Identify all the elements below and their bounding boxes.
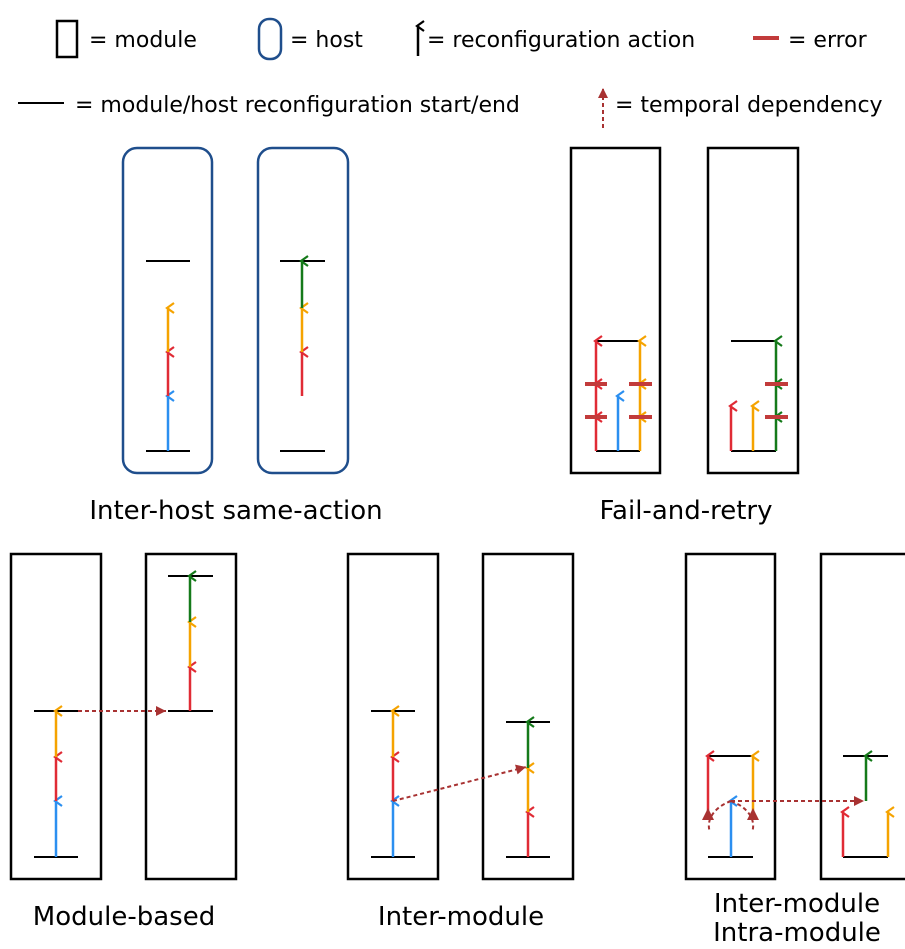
module-box xyxy=(9,552,103,881)
module-box xyxy=(684,552,777,881)
module-box xyxy=(569,146,662,475)
legend-host-label: = host xyxy=(290,28,363,53)
module-box xyxy=(144,552,238,881)
inter-intra-title-line1: Inter-module xyxy=(714,889,880,919)
legend-action-label: = reconfiguration action xyxy=(427,28,695,53)
dependency-arrowhead xyxy=(747,808,759,820)
host-box xyxy=(256,146,350,475)
module-based-title: Module-based xyxy=(33,902,215,932)
module-box xyxy=(346,552,440,881)
fail-retry-title: Fail-and-retry xyxy=(599,496,772,526)
module-legend-icon xyxy=(55,19,79,59)
temporal-dependency-arrow xyxy=(392,764,527,802)
legend: = module = host = reconfiguration action… xyxy=(18,17,883,128)
host-box xyxy=(121,146,214,475)
module-box xyxy=(819,552,905,881)
module-box xyxy=(481,552,575,881)
inter-host-panel: Inter-host same-action xyxy=(89,146,383,526)
intra-dependency-curve xyxy=(707,800,732,833)
inter-module-panel: Inter-module xyxy=(346,552,575,932)
inter-module-title: Inter-module xyxy=(378,902,544,932)
inter-intra-panel: Inter-module Intra-module xyxy=(684,552,905,948)
module-based-panel: Module-based xyxy=(9,552,238,932)
legend-dependency-label: = temporal dependency xyxy=(615,93,883,118)
legend-error-label: = error xyxy=(788,28,868,53)
legend-startend-label: = module/host reconfiguration start/end xyxy=(75,93,520,118)
legend-module-label: = module xyxy=(89,28,197,53)
inter-intra-title-line2: Intra-module xyxy=(713,918,881,948)
module-box xyxy=(706,146,800,475)
fail-retry-panel: Fail-and-retry xyxy=(569,146,800,526)
host-legend-icon xyxy=(257,17,283,61)
inter-host-title: Inter-host same-action xyxy=(89,496,382,526)
dependency-arrowhead xyxy=(702,808,714,820)
